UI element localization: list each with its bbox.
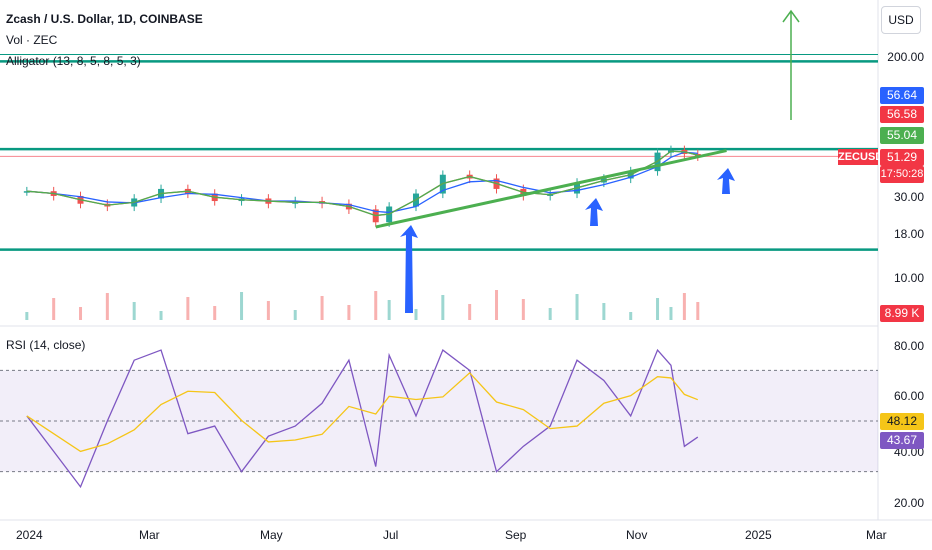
volume-badge: 8.99 K — [880, 305, 924, 322]
volume-legend: Vol · ZEC — [6, 33, 58, 47]
volume-bar-11 — [320, 296, 324, 320]
rsi-tick-60: 60.00 — [893, 389, 924, 403]
currency-button[interactable]: USD — [881, 6, 921, 34]
volume-bar-24 — [656, 298, 660, 320]
volume-bar-20 — [548, 308, 552, 320]
support-arrow-jul — [400, 225, 418, 313]
symbol-title: Zcash / U.S. Dollar, 1D, COINBASE — [6, 12, 203, 26]
candle-body-0 — [23, 191, 30, 193]
level-badge-56-64: 56.64 — [880, 87, 924, 104]
x-tick-2024: 2024 — [16, 528, 43, 542]
x-tick-mar: Mar — [139, 528, 160, 542]
volume-bar-12 — [347, 305, 351, 320]
x-tick-sep: Sep — [505, 528, 527, 542]
volume-bar-23 — [629, 312, 633, 320]
target-arrow-head — [782, 9, 800, 23]
support-arrow-oct — [585, 198, 603, 226]
x-tick-2025: 2025 — [745, 528, 772, 542]
volume-bar-15 — [414, 309, 418, 320]
price-tick-10: 10.00 — [893, 271, 924, 285]
rsi-ma-line — [26, 371, 699, 453]
level-badge-55-04: 55.04 — [880, 127, 924, 144]
current-price-badge: 51.29 — [880, 149, 924, 166]
rsi-value-badge: 43.67 — [880, 432, 924, 449]
volume-bar-27 — [696, 302, 700, 320]
alligator-lips-line — [26, 150, 698, 217]
trend-line — [375, 149, 727, 229]
candle-body-27 — [694, 153, 701, 157]
volume-bar-14 — [387, 300, 391, 320]
volume-bar-21 — [575, 294, 579, 320]
price-tick-200: 200.00 — [887, 50, 924, 64]
price-tick-30: 30.00 — [893, 190, 924, 204]
ticker-tag: ZECUSD — [838, 149, 884, 165]
volume-bar-18 — [495, 290, 499, 320]
volume-bar-9 — [266, 301, 270, 320]
volume-bar-1 — [52, 298, 56, 320]
volume-bar-7 — [213, 306, 217, 320]
rsi-legend: RSI (14, close) — [6, 338, 86, 352]
volume-bar-3 — [105, 293, 109, 320]
x-tick-jul: Jul — [383, 528, 399, 542]
volume-bar-22 — [602, 303, 606, 320]
alligator-legend: Alligator (13, 8, 5, 8, 5, 3) — [6, 54, 141, 68]
x-tick-mar-2025: Mar — [866, 528, 887, 542]
volume-bar-25 — [669, 307, 673, 320]
alligator-jaw-line — [26, 151, 698, 214]
countdown-badge: 17:50:28 — [880, 166, 924, 183]
rsi-line — [26, 348, 699, 489]
rsi-tick-20: 20.00 — [893, 496, 924, 510]
volume-bar-13 — [374, 291, 378, 320]
volume-bar-8 — [240, 292, 244, 320]
level-badge-56-58: 56.58 — [880, 106, 924, 123]
x-tick-nov: Nov — [626, 528, 648, 542]
volume-bar-19 — [521, 299, 525, 320]
volume-bar-10 — [293, 310, 297, 320]
volume-bar-6 — [186, 297, 190, 320]
volume-bar-4 — [132, 302, 136, 320]
volume-bar-5 — [159, 311, 163, 320]
volume-bar-0 — [25, 312, 29, 320]
volume-bar-16 — [441, 295, 445, 320]
price-tick-18: 18.00 — [893, 227, 924, 241]
volume-bar-2 — [79, 307, 83, 320]
volume-bar-17 — [468, 304, 472, 320]
rsi-ma-badge: 48.12 — [880, 413, 924, 430]
volume-bar-26 — [682, 293, 686, 320]
x-tick-may: May — [260, 528, 283, 542]
support-arrow-dec — [717, 168, 735, 194]
rsi-tick-80: 80.00 — [893, 339, 924, 353]
